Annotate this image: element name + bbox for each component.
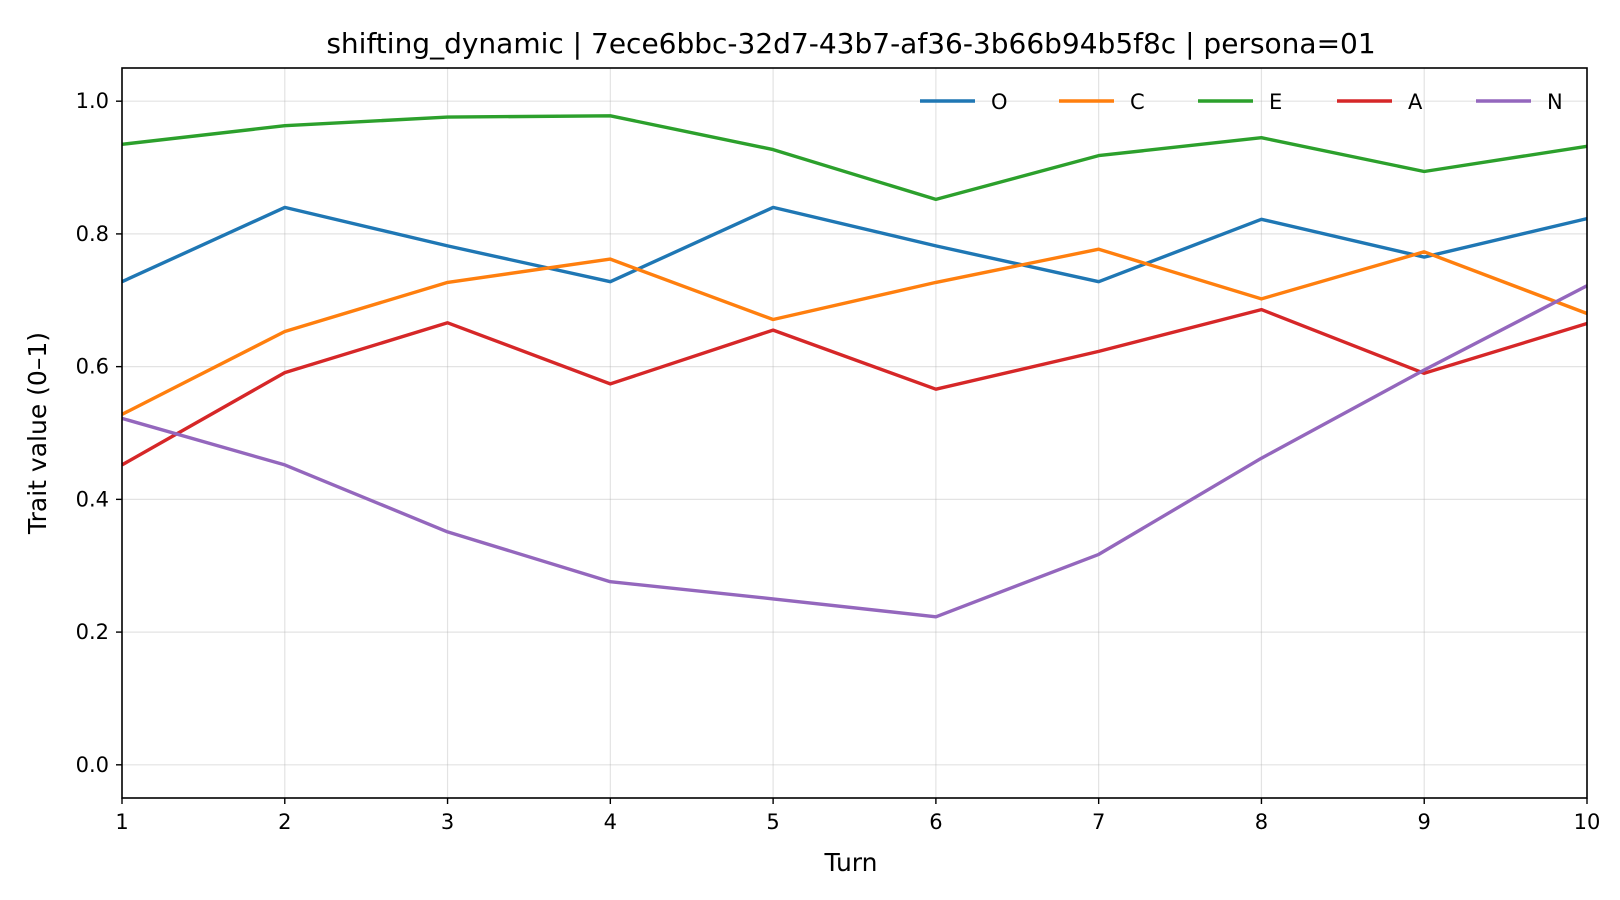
legend-label: O: [991, 90, 1008, 114]
series-line-o: [121, 205, 1588, 284]
x-tick-label: 1: [115, 810, 128, 834]
legend-item-n: N: [1476, 90, 1563, 114]
series-line-c: [121, 247, 1588, 416]
x-tick-label: 5: [766, 810, 779, 834]
y-tick-label: 1.0: [76, 89, 109, 113]
chart-title: shifting_dynamic | 7ece6bbc-32d7-43b7-af…: [326, 27, 1375, 60]
plot-frame: [121, 67, 1588, 799]
legend-item-a: A: [1337, 90, 1423, 114]
x-tick-label: 2: [278, 810, 291, 834]
x-tick-label: 3: [441, 810, 454, 834]
legend-item-o: O: [920, 90, 1008, 114]
legend-label: E: [1269, 90, 1282, 114]
y-axis-label: Trait value (0–1): [23, 332, 52, 535]
x-tick-label: 9: [1418, 810, 1431, 834]
y-tick-label: 0.6: [76, 355, 109, 379]
x-tick-label: 8: [1255, 810, 1268, 834]
series-line-e: [121, 114, 1588, 202]
legend-label: C: [1130, 90, 1145, 114]
y-tick-label: 0.2: [76, 620, 109, 644]
x-tick-label: 4: [604, 810, 617, 834]
series-line-a: [121, 307, 1588, 467]
x-tick-label: 10: [1574, 810, 1601, 834]
y-tick-label: 0.8: [76, 222, 109, 246]
legend-label: A: [1408, 90, 1423, 114]
legend-item-e: E: [1198, 90, 1282, 114]
series-lines: [121, 114, 1588, 619]
legend-item-c: C: [1059, 90, 1145, 114]
y-tick-label: 0.0: [76, 753, 109, 777]
x-tick-label: 6: [929, 810, 942, 834]
x-tick-label: 7: [1092, 810, 1105, 834]
legend-label: N: [1547, 90, 1563, 114]
x-axis-label: Turn: [823, 848, 877, 877]
series-line-n: [121, 284, 1588, 619]
axis-ticks: 1 2 3 4 5 6 7 8 9 10 0.0 0.2 0.4 0.6 0.8 1.0: [76, 89, 1601, 834]
grid: [121, 68, 1588, 798]
y-tick-label: 0.4: [76, 487, 109, 511]
